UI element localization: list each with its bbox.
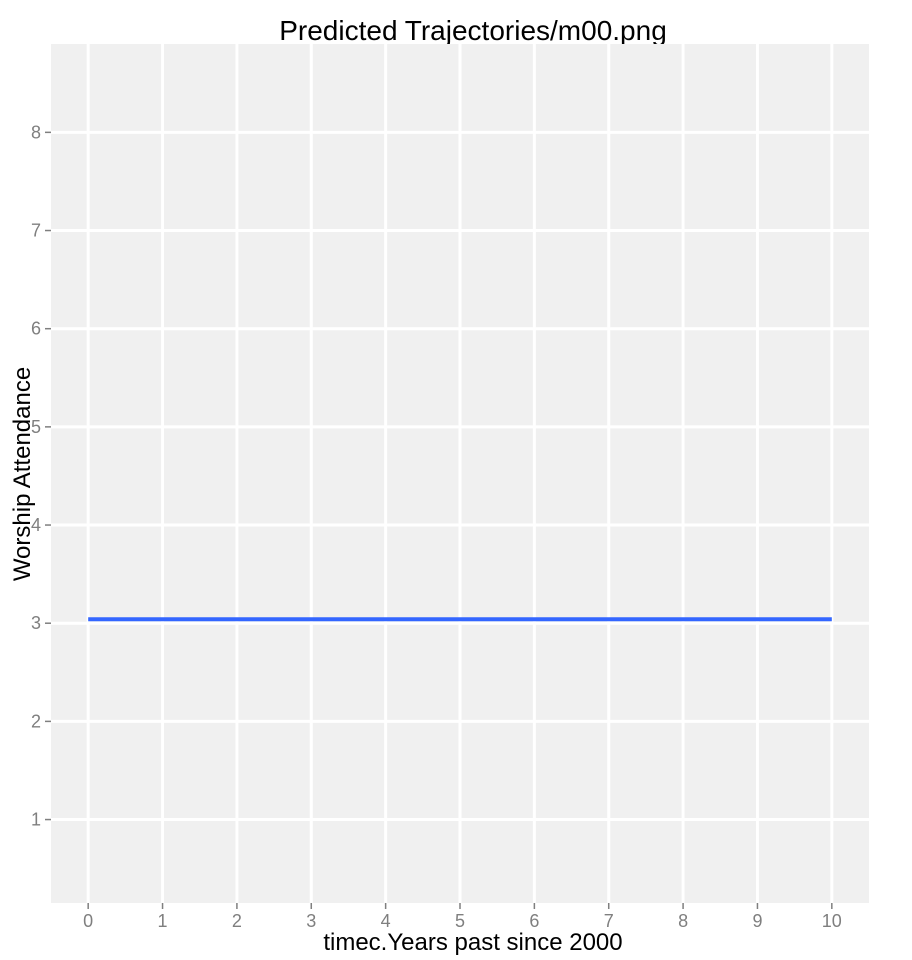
x-tick-label: 1 [158, 911, 168, 931]
y-tick-label: 2 [31, 711, 41, 731]
y-tick-label: 8 [31, 122, 41, 142]
y-axis-label: Worship Attendance [9, 367, 36, 581]
y-tick-label: 3 [31, 613, 41, 633]
x-tick-label: 7 [604, 911, 614, 931]
x-axis-label: timec.Years past since 2000 [323, 929, 622, 956]
chart-title: Predicted Trajectories/m00.png [279, 15, 667, 46]
x-tick-label: 2 [232, 911, 242, 931]
x-tick-label: 10 [822, 911, 842, 931]
x-tick-label: 3 [306, 911, 316, 931]
x-tick-label: 5 [455, 911, 465, 931]
y-tick-label: 1 [31, 810, 41, 830]
x-tick-label: 6 [529, 911, 539, 931]
axis-tick-labels: 0 1 2 3 4 5 6 7 8 9 10 1 2 3 4 5 6 7 8 [31, 122, 842, 931]
x-tick-label: 0 [83, 911, 93, 931]
y-tick-label: 5 [31, 417, 41, 437]
axis-ticks [45, 131, 833, 909]
y-tick-label: 7 [31, 221, 41, 241]
x-tick-label: 4 [381, 911, 391, 931]
x-tick-label: 9 [752, 911, 762, 931]
x-tick-label: 8 [678, 911, 688, 931]
grid-lines [51, 44, 869, 903]
y-tick-label: 4 [31, 515, 41, 535]
y-tick-label: 6 [31, 319, 41, 339]
